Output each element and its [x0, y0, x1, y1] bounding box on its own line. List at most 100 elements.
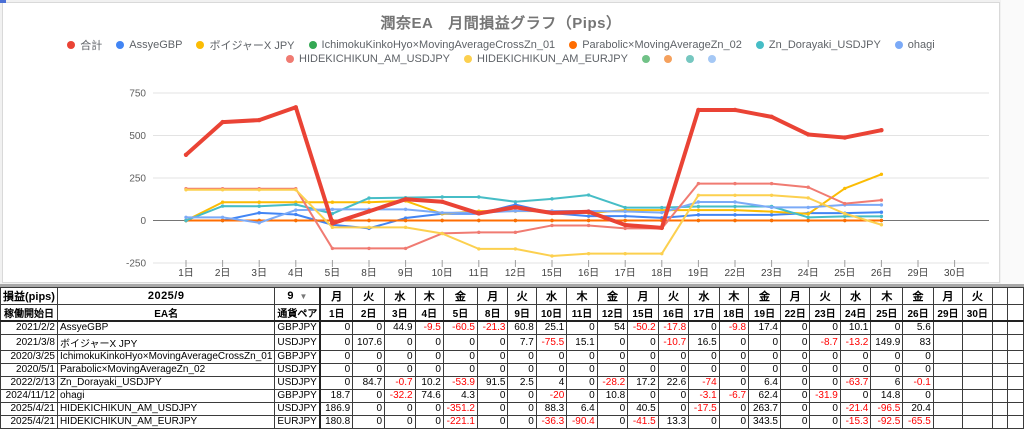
ea-name-cell[interactable]: HIDEKICHIKUN_AM_USDJPY	[56, 401, 276, 416]
value-cell[interactable]: 0	[535, 362, 568, 377]
value-cell[interactable]: 0	[870, 320, 904, 335]
value-cell[interactable]: 0	[839, 388, 872, 403]
value-cell[interactable]: -65.5	[902, 414, 934, 429]
value-cell[interactable]	[1007, 375, 1024, 390]
value-cell[interactable]: 0	[384, 333, 416, 351]
value-cell[interactable]: -9.8	[718, 320, 750, 335]
weekday-cell[interactable]: 木	[414, 287, 444, 305]
day-header-cell[interactable]: 8日	[476, 304, 509, 322]
value-cell[interactable]: 0	[688, 414, 720, 429]
weekday-cell[interactable]: 火	[352, 287, 386, 305]
value-cell[interactable]	[962, 401, 993, 416]
day-header-cell[interactable]: 18日	[718, 304, 750, 322]
value-cell[interactable]: -351.2	[442, 401, 478, 416]
value-cell[interactable]: -20	[535, 388, 568, 403]
value-cell[interactable]: 2.5	[507, 375, 537, 390]
value-cell[interactable]	[991, 401, 1009, 416]
value-cell[interactable]: -0.1	[902, 375, 934, 390]
pair-cell[interactable]: GBPJPY	[274, 320, 322, 335]
value-cell[interactable]: 0	[657, 349, 690, 364]
value-cell[interactable]: 17.4	[748, 320, 781, 335]
day-header-cell[interactable]: 29日	[932, 304, 964, 322]
value-cell[interactable]: 18.7	[319, 388, 354, 403]
value-cell[interactable]: 10.1	[839, 320, 872, 335]
day-header-cell[interactable]: 3日	[384, 304, 416, 322]
value-cell[interactable]: 0	[809, 362, 841, 377]
value-cell[interactable]	[962, 388, 993, 403]
value-cell[interactable]: 0	[476, 349, 509, 364]
value-cell[interactable]: 4	[535, 375, 568, 390]
value-cell[interactable]: 0	[476, 388, 509, 403]
value-cell[interactable]: -60.5	[442, 320, 478, 335]
value-cell[interactable]	[991, 333, 1009, 351]
value-cell[interactable]: 0	[902, 388, 934, 403]
weekday-cell[interactable]: 木	[870, 287, 904, 305]
weekday-cell[interactable]	[991, 287, 1009, 305]
value-cell[interactable]: 6.4	[566, 401, 598, 416]
value-cell[interactable]: 6	[870, 375, 904, 390]
value-cell[interactable]: -3.1	[688, 388, 720, 403]
value-cell[interactable]: 0	[476, 333, 509, 351]
value-cell[interactable]: 0	[319, 349, 354, 364]
value-cell[interactable]	[991, 375, 1009, 390]
day-header-cell[interactable]: 12日	[596, 304, 629, 322]
value-cell[interactable]: -15.3	[839, 414, 872, 429]
value-cell[interactable]: 60.8	[507, 320, 537, 335]
value-cell[interactable]	[1007, 333, 1024, 351]
value-cell[interactable]	[991, 388, 1009, 403]
profit-chart-card[interactable]: 潤奈EA 月間損益グラフ（Pips） 合計 AssyeGBP ボイジャーX JPY I…	[2, 2, 1000, 283]
pair-cell[interactable]: USDJPY	[274, 362, 322, 377]
value-cell[interactable]: 0	[319, 375, 354, 390]
value-cell[interactable]: 6.4	[748, 375, 781, 390]
day-header-cell[interactable]: 25日	[870, 304, 904, 322]
value-cell[interactable]: 83	[902, 333, 934, 351]
value-cell[interactable]: -41.5	[627, 414, 659, 429]
value-cell[interactable]: 0	[902, 362, 934, 377]
value-cell[interactable]: 16.5	[688, 333, 720, 351]
weekday-cell[interactable]: 金	[748, 287, 781, 305]
value-cell[interactable]: -92.5	[870, 414, 904, 429]
dropdown-arrow-icon[interactable]: ▼	[299, 292, 308, 301]
value-cell[interactable]: 0	[352, 414, 386, 429]
value-cell[interactable]: -21.4	[839, 401, 872, 416]
profit-pips-label-cell[interactable]: 損益(pips)	[0, 287, 58, 305]
day-header-cell[interactable]: 10日	[535, 304, 568, 322]
value-cell[interactable]: 0	[319, 362, 354, 377]
value-cell[interactable]: 4.3	[442, 388, 478, 403]
pair-cell[interactable]: GBPJPY	[274, 388, 322, 403]
weekday-cell[interactable]: 金	[902, 287, 934, 305]
value-cell[interactable]: 0	[414, 333, 444, 351]
value-cell[interactable]: -63.7	[839, 375, 872, 390]
value-cell[interactable]: 0	[352, 320, 386, 335]
start-date-cell[interactable]: 2020/5/1	[0, 362, 58, 377]
value-cell[interactable]: 0	[507, 349, 537, 364]
value-cell[interactable]: 0	[566, 362, 598, 377]
value-cell[interactable]: 0	[627, 333, 659, 351]
value-cell[interactable]: -8.7	[809, 333, 841, 351]
weekday-cell[interactable]: 火	[962, 287, 993, 305]
value-cell[interactable]: 0	[779, 401, 811, 416]
value-cell[interactable]: 0	[414, 414, 444, 429]
day-header-cell[interactable]	[1007, 304, 1024, 322]
value-cell[interactable]: 0	[507, 401, 537, 416]
value-cell[interactable]: 0	[442, 333, 478, 351]
value-cell[interactable]: 0	[809, 320, 841, 335]
pair-header-cell[interactable]: 通貨ペア	[274, 304, 322, 322]
value-cell[interactable]: 0	[384, 349, 416, 364]
value-cell[interactable]	[1007, 320, 1024, 335]
value-cell[interactable]: 0	[809, 401, 841, 416]
value-cell[interactable]: 7.7	[507, 333, 537, 351]
day-header-cell[interactable]: 15日	[627, 304, 659, 322]
value-cell[interactable]: -6.7	[718, 388, 750, 403]
weekday-cell[interactable]: 水	[384, 287, 416, 305]
pair-cell[interactable]: EURJPY	[274, 414, 322, 429]
pair-cell[interactable]: USDJPY	[274, 333, 322, 351]
value-cell[interactable]: 22.6	[657, 375, 690, 390]
value-cell[interactable]: 5.6	[902, 320, 934, 335]
value-cell[interactable]	[932, 375, 964, 390]
value-cell[interactable]: 0	[476, 401, 509, 416]
day-header-cell[interactable]: 5日	[442, 304, 478, 322]
weekday-cell[interactable]: 木	[566, 287, 598, 305]
start-date-cell[interactable]: 2021/2/2	[0, 320, 58, 335]
day-header-cell[interactable]: 16日	[657, 304, 690, 322]
